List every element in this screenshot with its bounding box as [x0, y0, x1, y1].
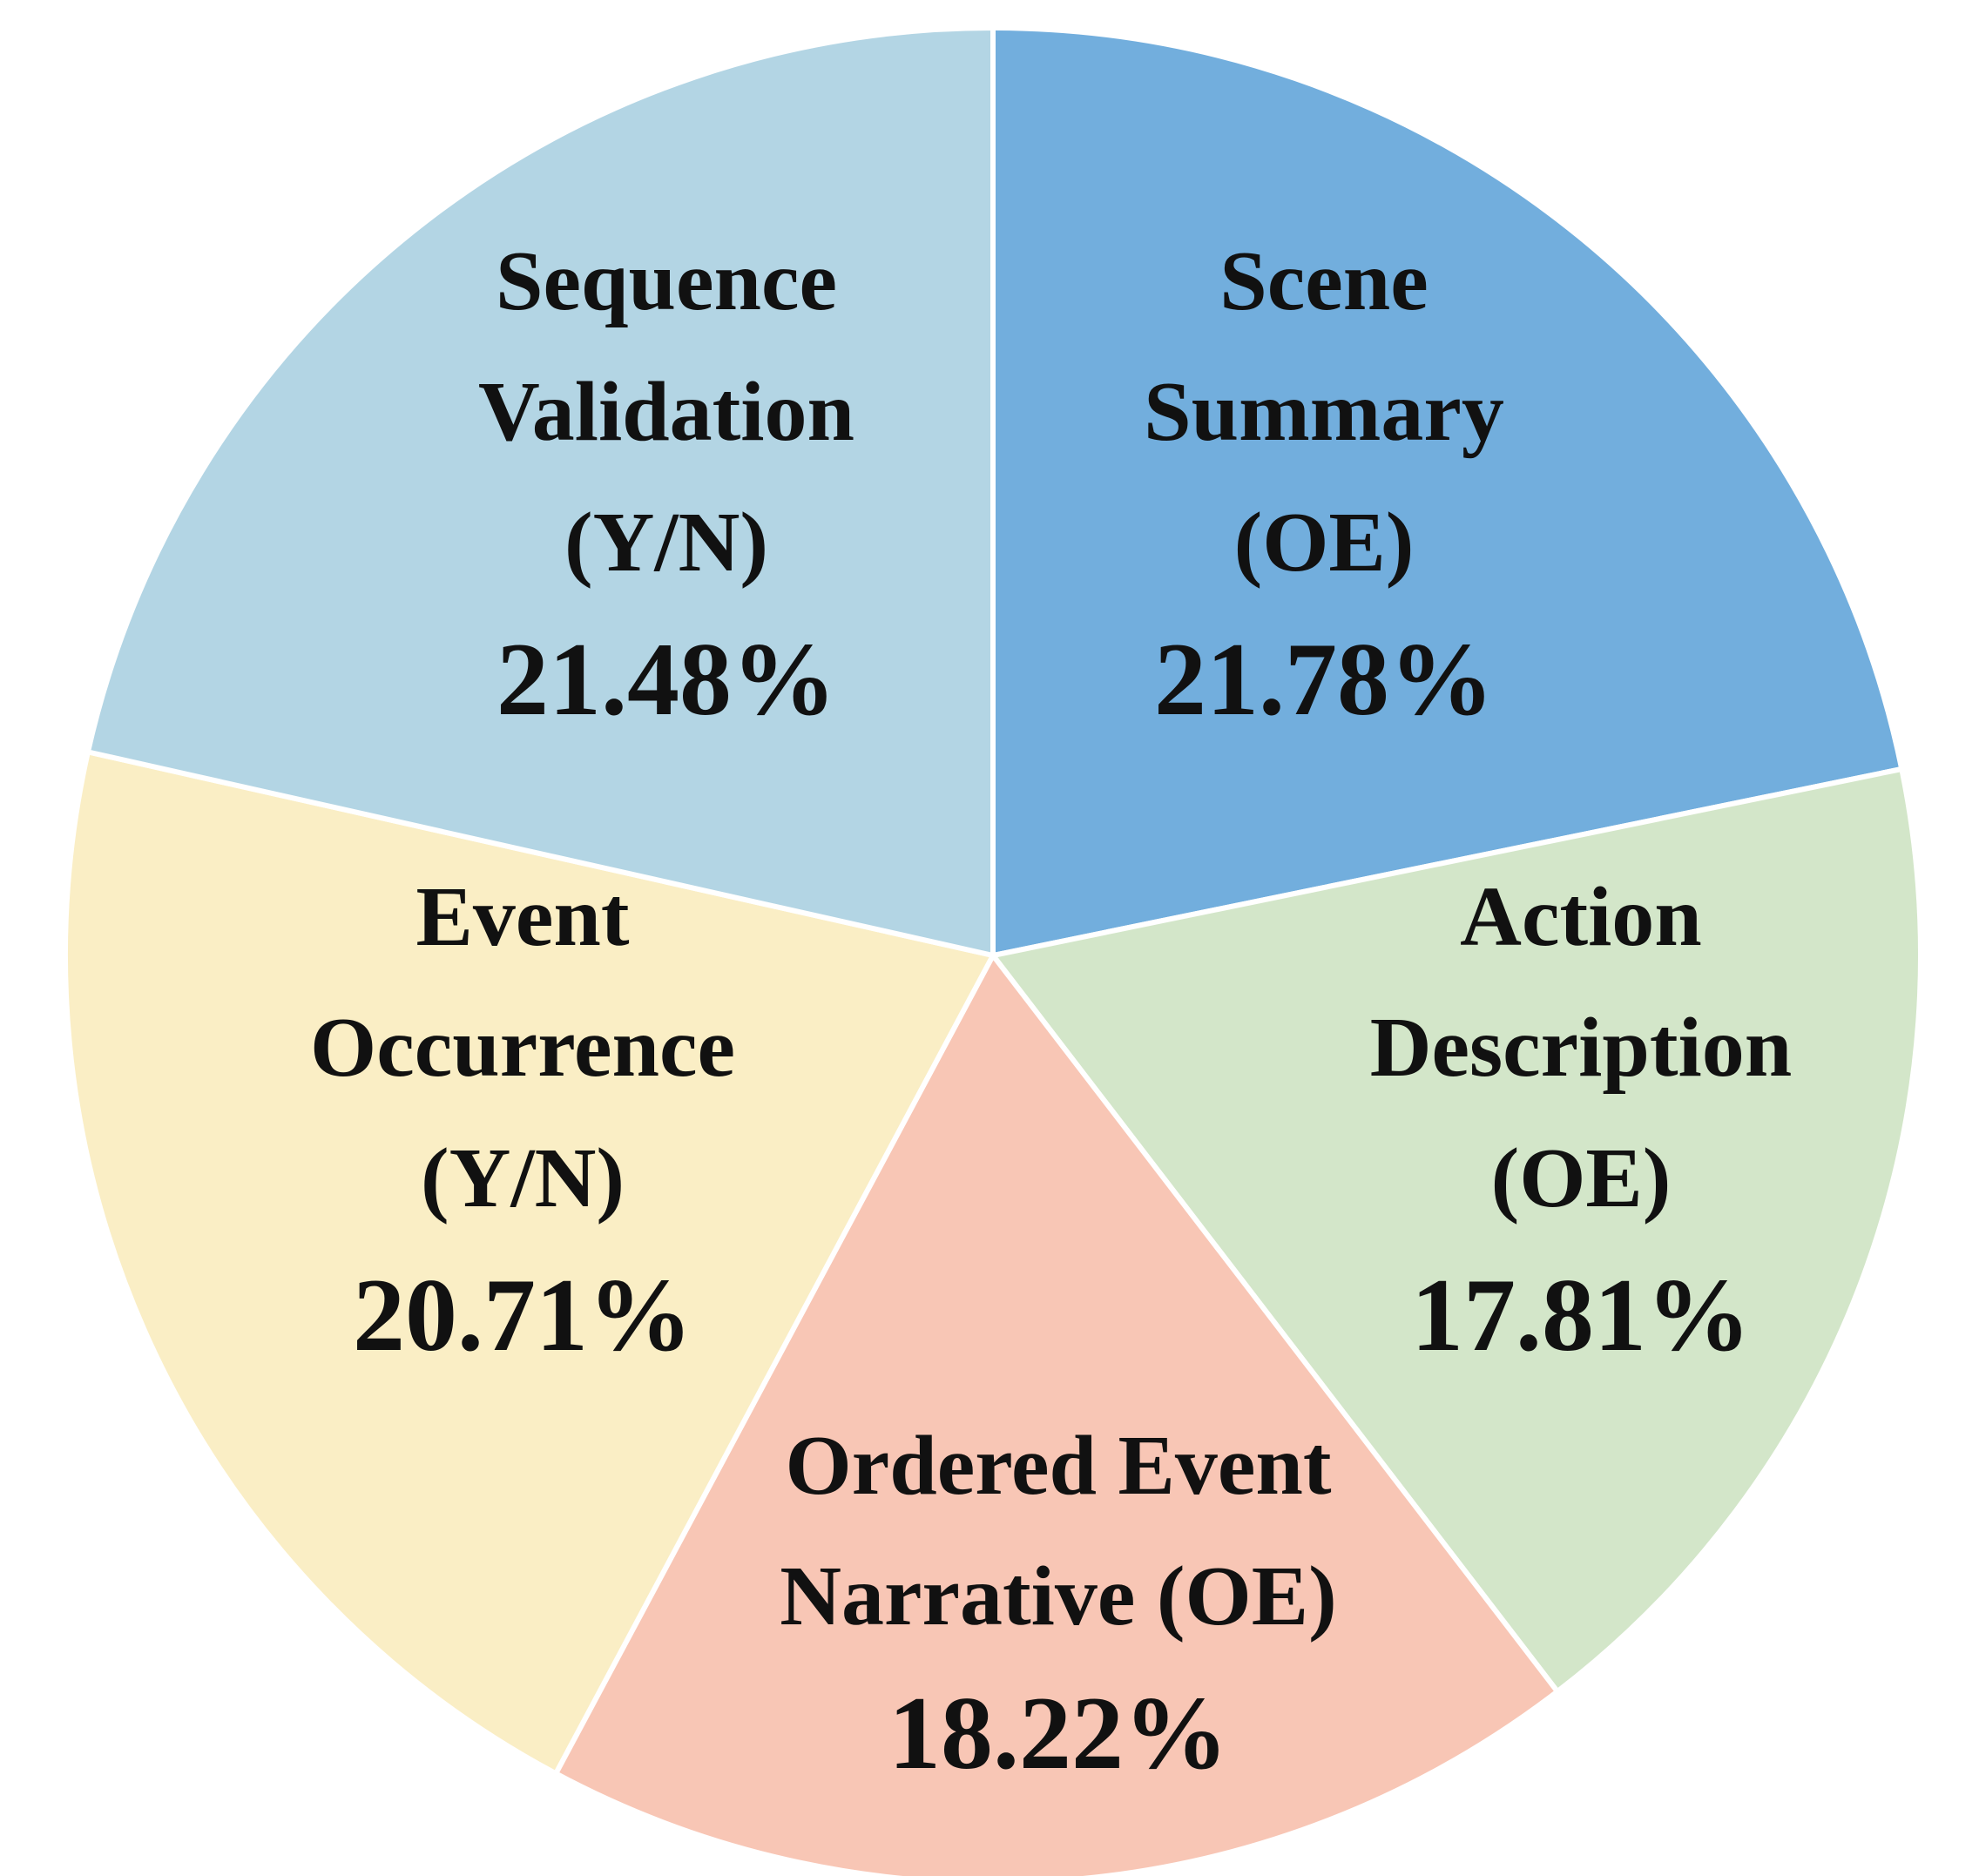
pie-slice-sequence-validation-y-n — [84, 25, 996, 958]
pie-label-action-description-oe: Action Description (OE) 17.81% — [1370, 870, 1793, 1373]
pie-value-label: 21.78% — [1154, 621, 1494, 737]
pie-label-line: (Y/N) — [564, 496, 768, 590]
pie-label-line: Narrative (OE) — [780, 1549, 1337, 1643]
pie-label-line: Summary — [1144, 365, 1504, 459]
pie-label-line: Occurrence — [310, 1001, 735, 1095]
pie-label-line: Action — [1460, 870, 1702, 964]
pie-label-line: Event — [416, 870, 630, 964]
pie-value-label: 20.71% — [353, 1257, 692, 1373]
pie-value-label: 18.22% — [888, 1675, 1228, 1791]
pie-label-line: Description — [1370, 1001, 1793, 1095]
pie-label-line: Scene — [1219, 234, 1429, 328]
pie-label-line: Sequence — [496, 234, 837, 328]
pie-label-event-occurrence-y-n: Event Occurrence (Y/N) 20.71% — [310, 870, 735, 1373]
pie-value-label: 21.48% — [496, 621, 836, 737]
pie-label-scene-summary-oe: Scene Summary (OE) 21.78% — [1144, 234, 1504, 737]
pie-slice-event-occurrence-y-n — [63, 749, 996, 1777]
pie-label-line: Ordered Event — [786, 1419, 1332, 1513]
pie-label-line: (Y/N) — [421, 1131, 625, 1225]
pie-label-sequence-validation-y-n: Sequence Validation (Y/N) 21.48% — [478, 234, 854, 737]
pie-slice-ordered-event-narrative-oe — [553, 953, 1560, 1876]
pie-label-line: (OE) — [1234, 496, 1415, 590]
pie-label-line: Validation — [478, 365, 854, 459]
pie-slice-scene-summary-oe — [990, 25, 1905, 958]
pie-slices — [63, 25, 1924, 1876]
pie-slice-action-description-oe — [990, 766, 1924, 1695]
pie-value-label: 17.81% — [1411, 1257, 1751, 1373]
pie-labels: Scene Summary (OE) 21.78% Action Description (… — [310, 234, 1792, 1791]
pie-label-line: (OE) — [1491, 1131, 1672, 1225]
pie-label-ordered-event-narrative-oe: Ordered Event Narrative (OE) 18.22% — [780, 1419, 1337, 1791]
